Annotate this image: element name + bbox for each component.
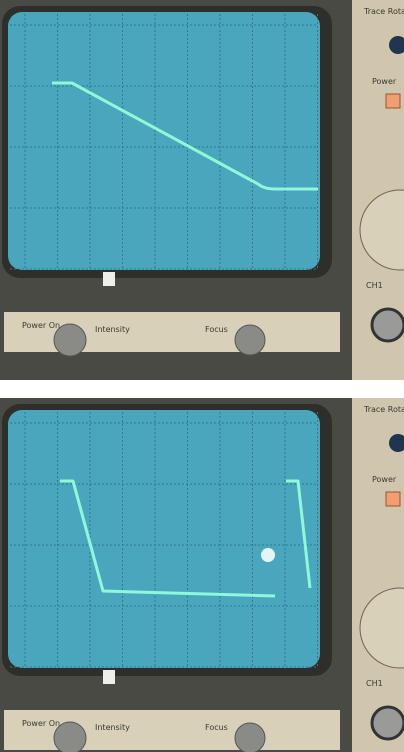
focus-knob	[235, 325, 265, 355]
control-strip	[4, 710, 340, 750]
power-button	[386, 94, 400, 108]
label-tab	[103, 272, 115, 286]
bnc-connector	[372, 309, 404, 341]
power-label: Power On	[22, 719, 60, 728]
intensity-knob	[54, 324, 86, 356]
photo-top: Power On Intensity Focus Trace Rotation Powe…	[0, 0, 404, 380]
screen	[8, 12, 320, 270]
trace-rotation-label: Trace Rotation	[363, 405, 404, 414]
bnc-connector	[372, 707, 404, 739]
power-button-label: Power	[372, 77, 397, 86]
intensity-knob	[54, 722, 86, 752]
focus-knob	[235, 723, 265, 752]
channel-label: CH1	[366, 679, 383, 688]
label-tab	[103, 670, 115, 684]
page: Power On Intensity Focus Trace Rotation Powe…	[0, 0, 404, 752]
intensity-label: Intensity	[95, 723, 130, 732]
intensity-label: Intensity	[95, 325, 130, 334]
trace-rotation-label: Trace Rotation	[363, 7, 404, 16]
reflection	[261, 548, 275, 562]
power-button-label: Power	[372, 475, 397, 484]
power-label: Power On	[22, 321, 60, 330]
photo-bottom: Power On Intensity Focus Trace Rotation Powe…	[0, 398, 404, 752]
focus-label: Focus	[205, 723, 228, 732]
channel-label: CH1	[366, 281, 383, 290]
screen	[8, 410, 320, 668]
control-strip	[4, 312, 340, 352]
photos: Power On Intensity Focus Trace Rotation Powe…	[0, 0, 404, 752]
focus-label: Focus	[205, 325, 228, 334]
power-button	[386, 492, 400, 506]
